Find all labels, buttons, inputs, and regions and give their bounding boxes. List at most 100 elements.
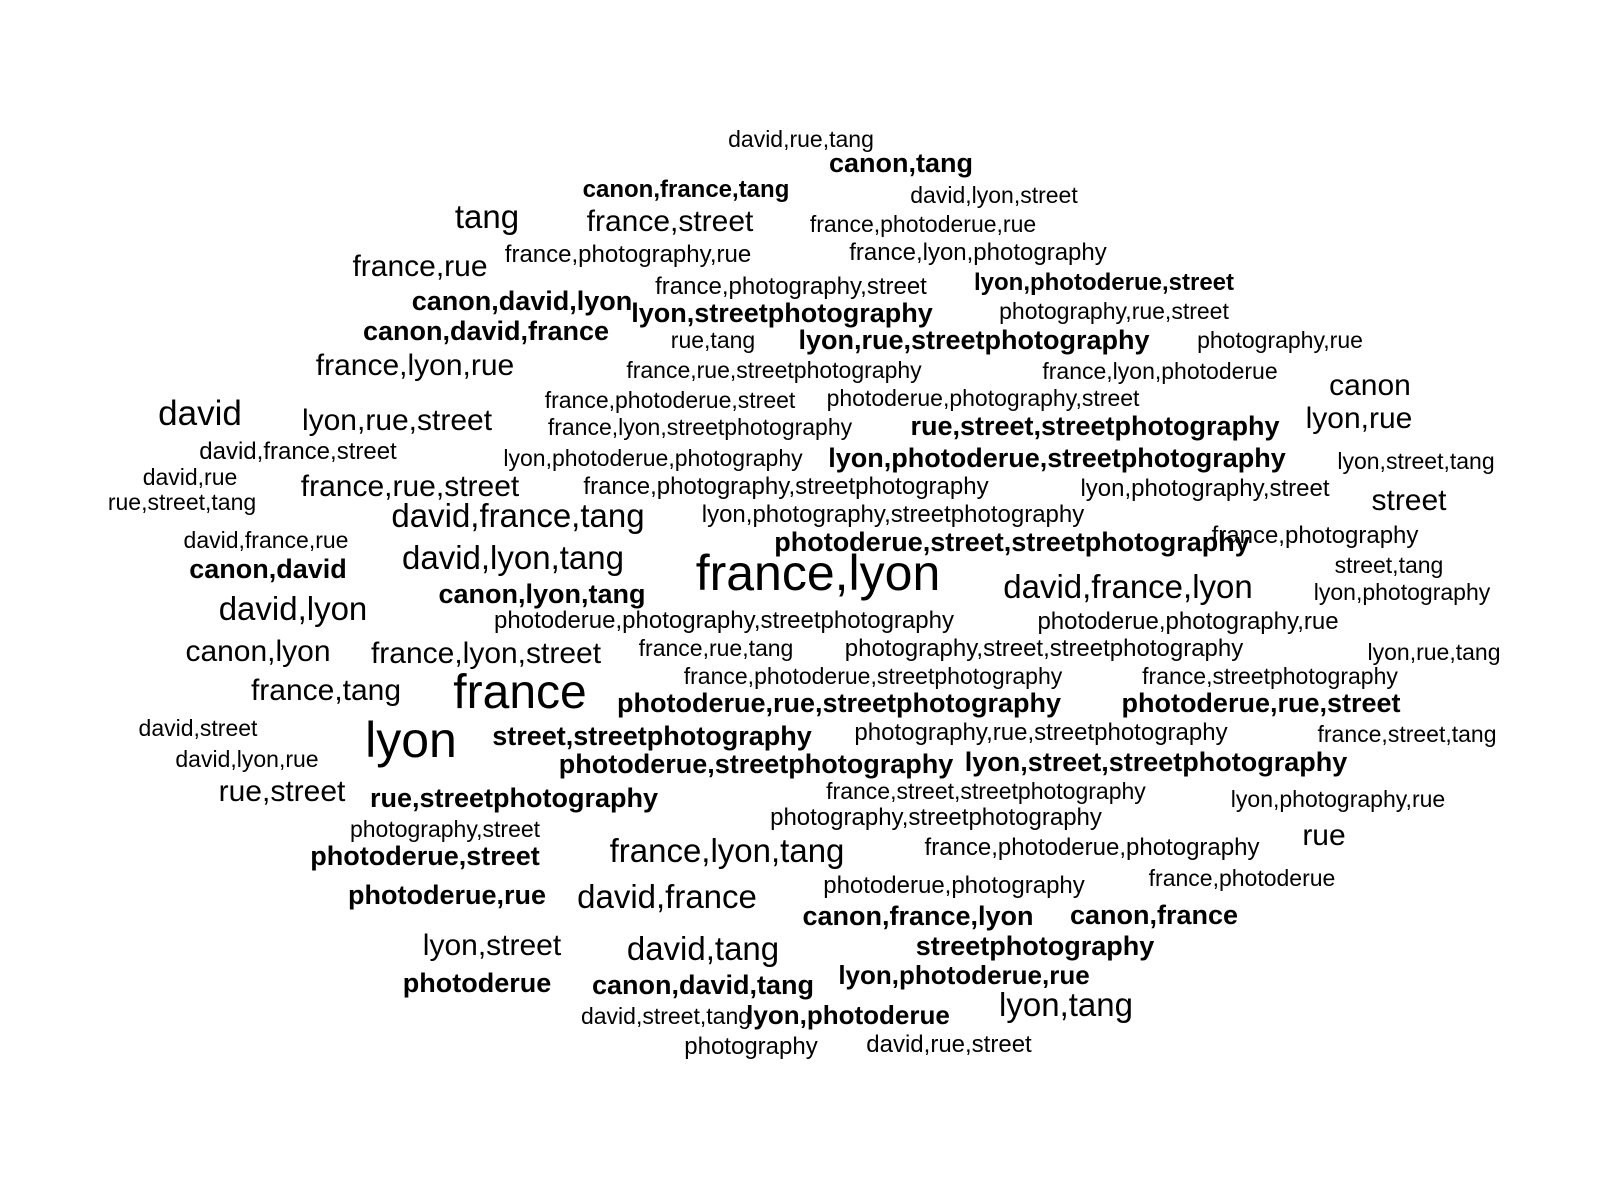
- word-lyon-street-tang: lyon,street,tang: [1337, 448, 1494, 474]
- word-photoderue-street: photoderue,street: [310, 841, 540, 871]
- word-street: street: [1371, 484, 1447, 517]
- word-lyon-rue-street: lyon,rue,street: [302, 404, 493, 437]
- word-david-rue-street: david,rue,street: [866, 1031, 1032, 1058]
- word-rue-street-tang: rue,street,tang: [108, 489, 256, 515]
- word-france-photography-rue: france,photography,rue: [505, 241, 751, 268]
- word-lyon-tang: lyon,tang: [999, 986, 1133, 1023]
- word-photography-rue: photography,rue: [1197, 327, 1363, 353]
- word-lyon-rue: lyon,rue: [1306, 402, 1413, 435]
- word-photoderue: photoderue: [403, 968, 552, 998]
- word-france-street-tang: france,street,tang: [1318, 721, 1497, 747]
- word-lyon: lyon: [365, 712, 457, 768]
- word-france-rue-street: france,rue,street: [301, 470, 520, 503]
- word-david-france: david,france: [577, 878, 757, 915]
- word-david-tang: david,tang: [627, 930, 779, 967]
- word-canon-david-lyon: canon,david,lyon: [412, 286, 633, 316]
- word-lyon-street-streetphotography: lyon,street,streetphotography: [965, 747, 1348, 777]
- word-david-france-lyon: david,france,lyon: [1003, 568, 1252, 605]
- word-david-rue: david,rue: [143, 464, 238, 490]
- word-rue-street-streetphotography: rue,street,streetphotography: [910, 411, 1279, 441]
- word-france-tang: france,tang: [251, 674, 401, 707]
- word-lyon-rue-tang: lyon,rue,tang: [1368, 639, 1501, 665]
- word-france-lyon: france,lyon: [696, 545, 941, 601]
- word-france-lyon-rue: france,lyon,rue: [316, 349, 514, 382]
- word-david: david: [158, 394, 242, 433]
- word-france-rue-streetphotography: france,rue,streetphotography: [626, 357, 922, 383]
- word-france-lyon-photography: france,lyon,photography: [849, 239, 1107, 266]
- word-david-france-rue: david,france,rue: [184, 527, 349, 553]
- word-street-streetphotography: street,streetphotography: [492, 721, 812, 751]
- word-street-tang: street,tang: [1335, 552, 1444, 578]
- word-lyon-photoderue-photography: lyon,photoderue,photography: [503, 445, 803, 471]
- word-france-photography-street: france,photography,street: [655, 273, 927, 300]
- word-france-street: france,street: [587, 205, 754, 238]
- word-streetphotography: streetphotography: [916, 931, 1155, 961]
- word-photoderue-photography-streetphotography: photoderue,photography,streetphotography: [494, 607, 954, 634]
- word-david-lyon: david,lyon: [219, 590, 368, 627]
- word-david-france-tang: david,france,tang: [391, 497, 644, 534]
- word-canon-france: canon,france: [1070, 900, 1238, 930]
- word-david-rue-tang: david,rue,tang: [728, 126, 874, 152]
- word-france-lyon-streetphotography: france,lyon,streetphotography: [548, 414, 853, 440]
- word-canon-france-lyon: canon,france,lyon: [802, 901, 1033, 931]
- word-rue: rue: [1302, 819, 1345, 852]
- word-david-lyon-rue: david,lyon,rue: [175, 746, 318, 772]
- word-lyon-photography-street: lyon,photography,street: [1080, 475, 1329, 502]
- word-canon-david-france: canon,david,france: [363, 316, 609, 346]
- word-rue-streetphotography: rue,streetphotography: [370, 783, 658, 813]
- word-photography: photography: [684, 1033, 817, 1060]
- word-david-france-street: david,france,street: [199, 438, 397, 465]
- word-lyon-photography-streetphotography: lyon,photography,streetphotography: [702, 501, 1085, 528]
- word-rue-street: rue,street: [219, 775, 346, 808]
- word-rue-tang: rue,tang: [671, 327, 755, 353]
- word-photoderue-rue-streetphotography: photoderue,rue,streetphotography: [617, 688, 1061, 718]
- word-canon-david: canon,david: [189, 554, 347, 584]
- word-canon-lyon-tang: canon,lyon,tang: [438, 579, 645, 609]
- word-france: france: [453, 666, 586, 719]
- word-lyon-street: lyon,street: [423, 929, 562, 962]
- word-canon-france-tang: canon,france,tang: [583, 176, 790, 203]
- word-photoderue-streetphotography: photoderue,streetphotography: [559, 749, 954, 779]
- word-david-street-tang: david,street,tang: [581, 1003, 751, 1029]
- word-france-photoderue-photography: france,photoderue,photography: [925, 834, 1260, 861]
- word-france-rue-tang: france,rue,tang: [639, 635, 794, 661]
- word-lyon-photoderue-rue: lyon,photoderue,rue: [838, 960, 1089, 990]
- word-david-lyon-tang: david,lyon,tang: [402, 539, 624, 576]
- word-photoderue-rue: photoderue,rue: [348, 880, 546, 910]
- word-france-photoderue-street: france,photoderue,street: [545, 387, 796, 413]
- word-france-lyon-tang: france,lyon,tang: [610, 832, 845, 869]
- word-france-lyon-street: france,lyon,street: [371, 637, 602, 670]
- word-lyon-photoderue-street: lyon,photoderue,street: [974, 269, 1234, 296]
- word-canon: canon: [1329, 369, 1411, 402]
- word-photoderue-street-streetphotography: photoderue,street,streetphotography: [774, 527, 1250, 557]
- word-france-photoderue: france,photoderue: [1149, 865, 1336, 891]
- word-david-lyon-street: david,lyon,street: [910, 182, 1078, 208]
- word-photography-streetphotography: photography,streetphotography: [770, 804, 1102, 831]
- word-photography-rue-streetphotography: photography,rue,streetphotography: [854, 719, 1227, 746]
- word-photoderue-photography-rue: photoderue,photography,rue: [1037, 608, 1338, 635]
- word-photoderue-photography: photoderue,photography: [823, 872, 1085, 899]
- word-photoderue-photography-street: photoderue,photography,street: [827, 385, 1140, 411]
- word-canon-lyon: canon,lyon: [185, 635, 330, 668]
- word-france-photography: france,photography: [1212, 522, 1419, 549]
- word-france-rue: france,rue: [352, 250, 487, 283]
- word-france-street-streetphotography: france,street,streetphotography: [826, 778, 1146, 804]
- word-canon-tang: canon,tang: [829, 148, 973, 178]
- word-photoderue-rue-street: photoderue,rue,street: [1121, 688, 1400, 718]
- word-lyon-photography: lyon,photography: [1314, 579, 1491, 605]
- word-photography-rue-street: photography,rue,street: [999, 298, 1229, 324]
- word-france-photoderue-streetphotography: france,photoderue,streetphotography: [684, 663, 1063, 689]
- word-tang: tang: [455, 198, 519, 235]
- word-lyon-streetphotography: lyon,streetphotography: [631, 298, 933, 328]
- word-photography-street-streetphotography: photography,street,streetphotography: [845, 635, 1243, 662]
- word-france-photoderue-rue: france,photoderue,rue: [810, 211, 1036, 237]
- word-lyon-photoderue-streetphotography: lyon,photoderue,streetphotography: [828, 443, 1286, 473]
- word-lyon-photography-rue: lyon,photography,rue: [1231, 786, 1445, 812]
- word-canon-david-tang: canon,david,tang: [592, 970, 814, 1000]
- word-lyon-rue-streetphotography: lyon,rue,streetphotography: [798, 325, 1149, 355]
- word-david-street: david,street: [139, 715, 259, 741]
- word-photography-street: photography,street: [350, 816, 541, 842]
- word-france-streetphotography: france,streetphotography: [1142, 663, 1398, 689]
- word-france-lyon-photoderue: france,lyon,photoderue: [1042, 358, 1277, 384]
